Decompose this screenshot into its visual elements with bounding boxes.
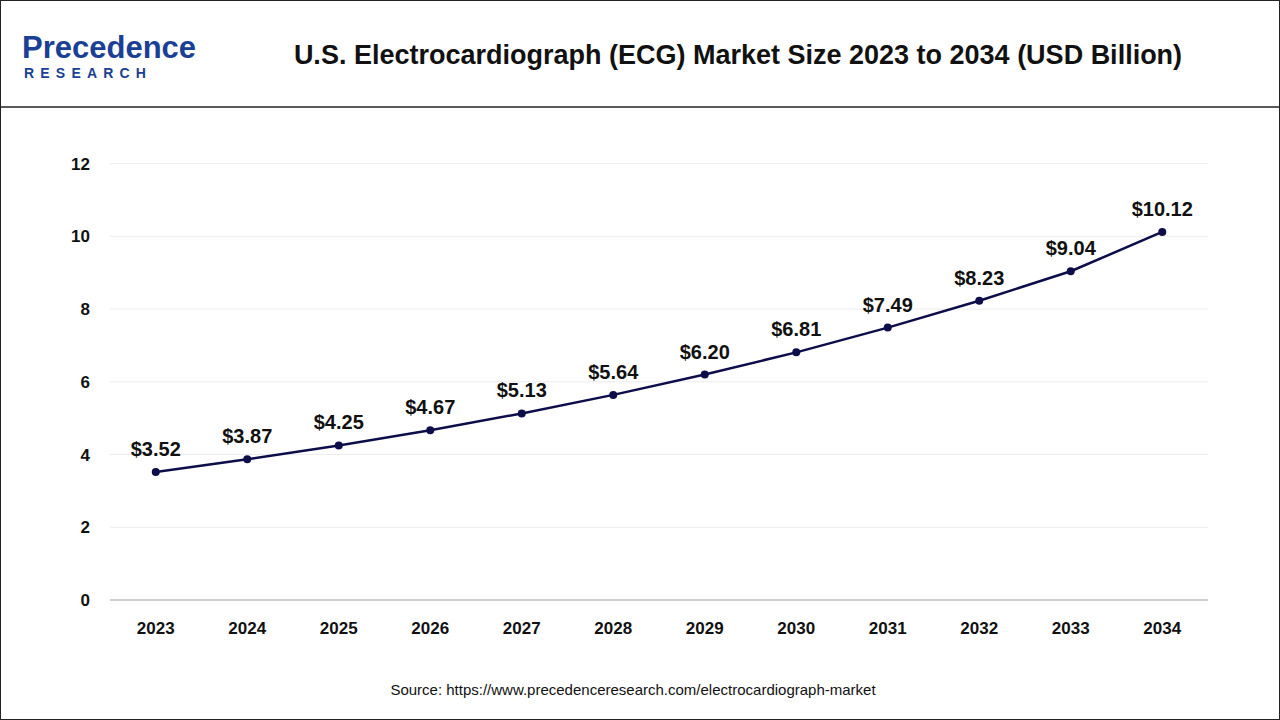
y-tick-label: 6 [81, 373, 90, 392]
grid-line [110, 381, 1208, 382]
frame [1, 1, 1280, 720]
title: U.S. Electrocardiograph (ECG) Market Siz… [294, 40, 1182, 70]
marker [792, 348, 800, 356]
x-tick-label: 2024 [228, 619, 266, 638]
marker [426, 426, 434, 434]
marker [609, 391, 617, 399]
data-label: $5.64 [588, 361, 639, 383]
logo-name: Precedence [22, 30, 196, 65]
marker [518, 409, 526, 417]
y-tick-label: 0 [81, 591, 90, 610]
series-group [152, 228, 1167, 476]
x-tick-label: 2025 [320, 619, 358, 638]
data-label: $7.49 [863, 294, 913, 316]
y-tick-label: 10 [71, 227, 90, 246]
x-tick-label: 2030 [777, 619, 815, 638]
x-tick-label: 2026 [411, 619, 449, 638]
y-tick-label: 8 [81, 300, 90, 319]
x-tick-label: 2027 [503, 619, 541, 638]
grid-line [110, 236, 1208, 237]
marker [1158, 228, 1166, 236]
grid-line [110, 163, 1208, 164]
marker [152, 468, 160, 476]
y-tick-label: 4 [81, 446, 91, 465]
x-tick-label: 2029 [686, 619, 724, 638]
x-tick-label: 2032 [960, 619, 998, 638]
x-tick-label: 2033 [1052, 619, 1090, 638]
x-tick-label: 2028 [594, 619, 632, 638]
data-label: $3.52 [131, 438, 181, 460]
marker [243, 455, 251, 463]
data-label: $3.87 [222, 425, 272, 447]
y-tick-label: 2 [81, 518, 90, 537]
x-axis-line [110, 599, 1208, 601]
data-label: $6.81 [771, 318, 821, 340]
data-label: $9.04 [1046, 237, 1097, 259]
data-label: $6.20 [680, 341, 730, 363]
source: Source: https://www.precedenceresearch.c… [390, 681, 876, 698]
data-label: $4.67 [405, 396, 455, 418]
data-label: $8.23 [954, 267, 1004, 289]
y-tick-label: 12 [71, 155, 90, 174]
marker [884, 324, 892, 332]
series-line [156, 232, 1163, 472]
marker [1067, 267, 1075, 275]
data-label: $10.12 [1132, 198, 1193, 220]
grid-line [110, 527, 1208, 528]
chart: PrecedenceRESEARCH U.S. Electrocardiograp… [0, 0, 1280, 720]
x-tick-label: 2023 [137, 619, 175, 638]
marker [701, 371, 709, 379]
grid-line [110, 309, 1208, 310]
data-label: $4.25 [314, 411, 364, 433]
data-label: $5.13 [497, 379, 547, 401]
x-tick-label: 2031 [869, 619, 907, 638]
header-rule [0, 106, 1280, 108]
marker [335, 441, 343, 449]
marker [975, 297, 983, 305]
logo-tagline: RESEARCH [24, 65, 152, 81]
x-tick-label: 2034 [1143, 619, 1181, 638]
